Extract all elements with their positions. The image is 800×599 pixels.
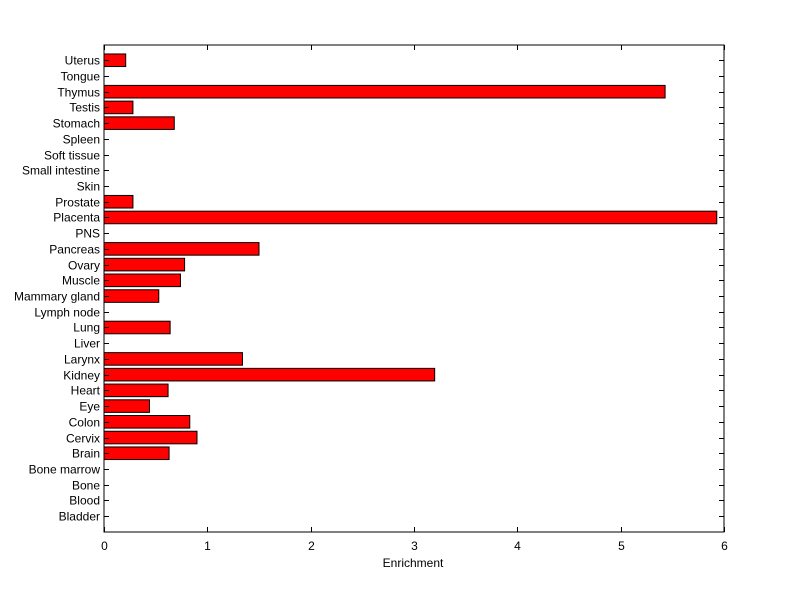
category-label: Bone	[72, 479, 100, 493]
category-label: Spleen	[63, 133, 100, 147]
category-label: Lung	[73, 321, 100, 335]
category-label: Bone marrow	[29, 463, 101, 477]
x-tick-label: 0	[101, 539, 108, 553]
bar-heart	[103, 383, 169, 398]
category-label: Brain	[72, 447, 100, 461]
category-label: Placenta	[53, 211, 100, 225]
category-label: Skin	[77, 180, 100, 194]
bar-pancreas	[103, 242, 260, 256]
bar-thymus	[103, 84, 666, 99]
bar-larynx	[103, 352, 243, 366]
category-label: Heart	[71, 384, 101, 398]
category-label: Uterus	[65, 54, 100, 68]
category-label: Eye	[79, 400, 100, 414]
bar-colon	[103, 415, 191, 429]
x-tick-label: 1	[204, 539, 211, 553]
category-label: Soft tissue	[44, 149, 100, 163]
bar-prostate	[103, 194, 134, 209]
bar-brain	[103, 446, 170, 461]
category-label: Tongue	[61, 70, 101, 84]
category-label: Cervix	[66, 432, 100, 446]
category-label: Testis	[69, 101, 100, 115]
x-axis-label: Enrichment	[383, 556, 444, 570]
x-tick-label: 3	[411, 539, 418, 553]
x-tick-label: 5	[618, 539, 625, 553]
bar-lung	[103, 320, 171, 335]
bar-eye	[103, 399, 150, 413]
bar-ovary	[103, 257, 186, 272]
bar-mammary-gland	[103, 289, 160, 303]
category-label: Lymph node	[34, 306, 100, 320]
bar-muscle	[103, 273, 181, 288]
category-label: Small intestine	[22, 164, 100, 178]
category-label: PNS	[75, 227, 100, 241]
bars-group	[103, 53, 718, 461]
x-tick-label: 6	[721, 539, 728, 553]
category-label: Muscle	[62, 274, 100, 288]
category-label: Thymus	[57, 86, 100, 100]
bar-placenta	[103, 210, 718, 225]
category-label: Stomach	[53, 117, 100, 131]
category-label: Larynx	[64, 353, 100, 367]
x-tick-label: 2	[308, 539, 315, 553]
category-label: Blood	[69, 494, 100, 508]
bar-cervix	[103, 430, 198, 445]
category-label: Pancreas	[49, 243, 100, 257]
x-tick-label: 4	[514, 539, 521, 553]
category-label: Kidney	[63, 369, 100, 383]
category-label: Liver	[74, 337, 100, 351]
bar-stomach	[103, 116, 175, 130]
category-label: Prostate	[55, 196, 100, 210]
category-label: Mammary gland	[14, 290, 100, 304]
plot-frame	[103, 44, 725, 533]
bar-kidney	[103, 367, 436, 382]
category-label: Ovary	[68, 259, 100, 273]
category-label: Colon	[69, 416, 100, 430]
category-label: Bladder	[59, 510, 100, 524]
